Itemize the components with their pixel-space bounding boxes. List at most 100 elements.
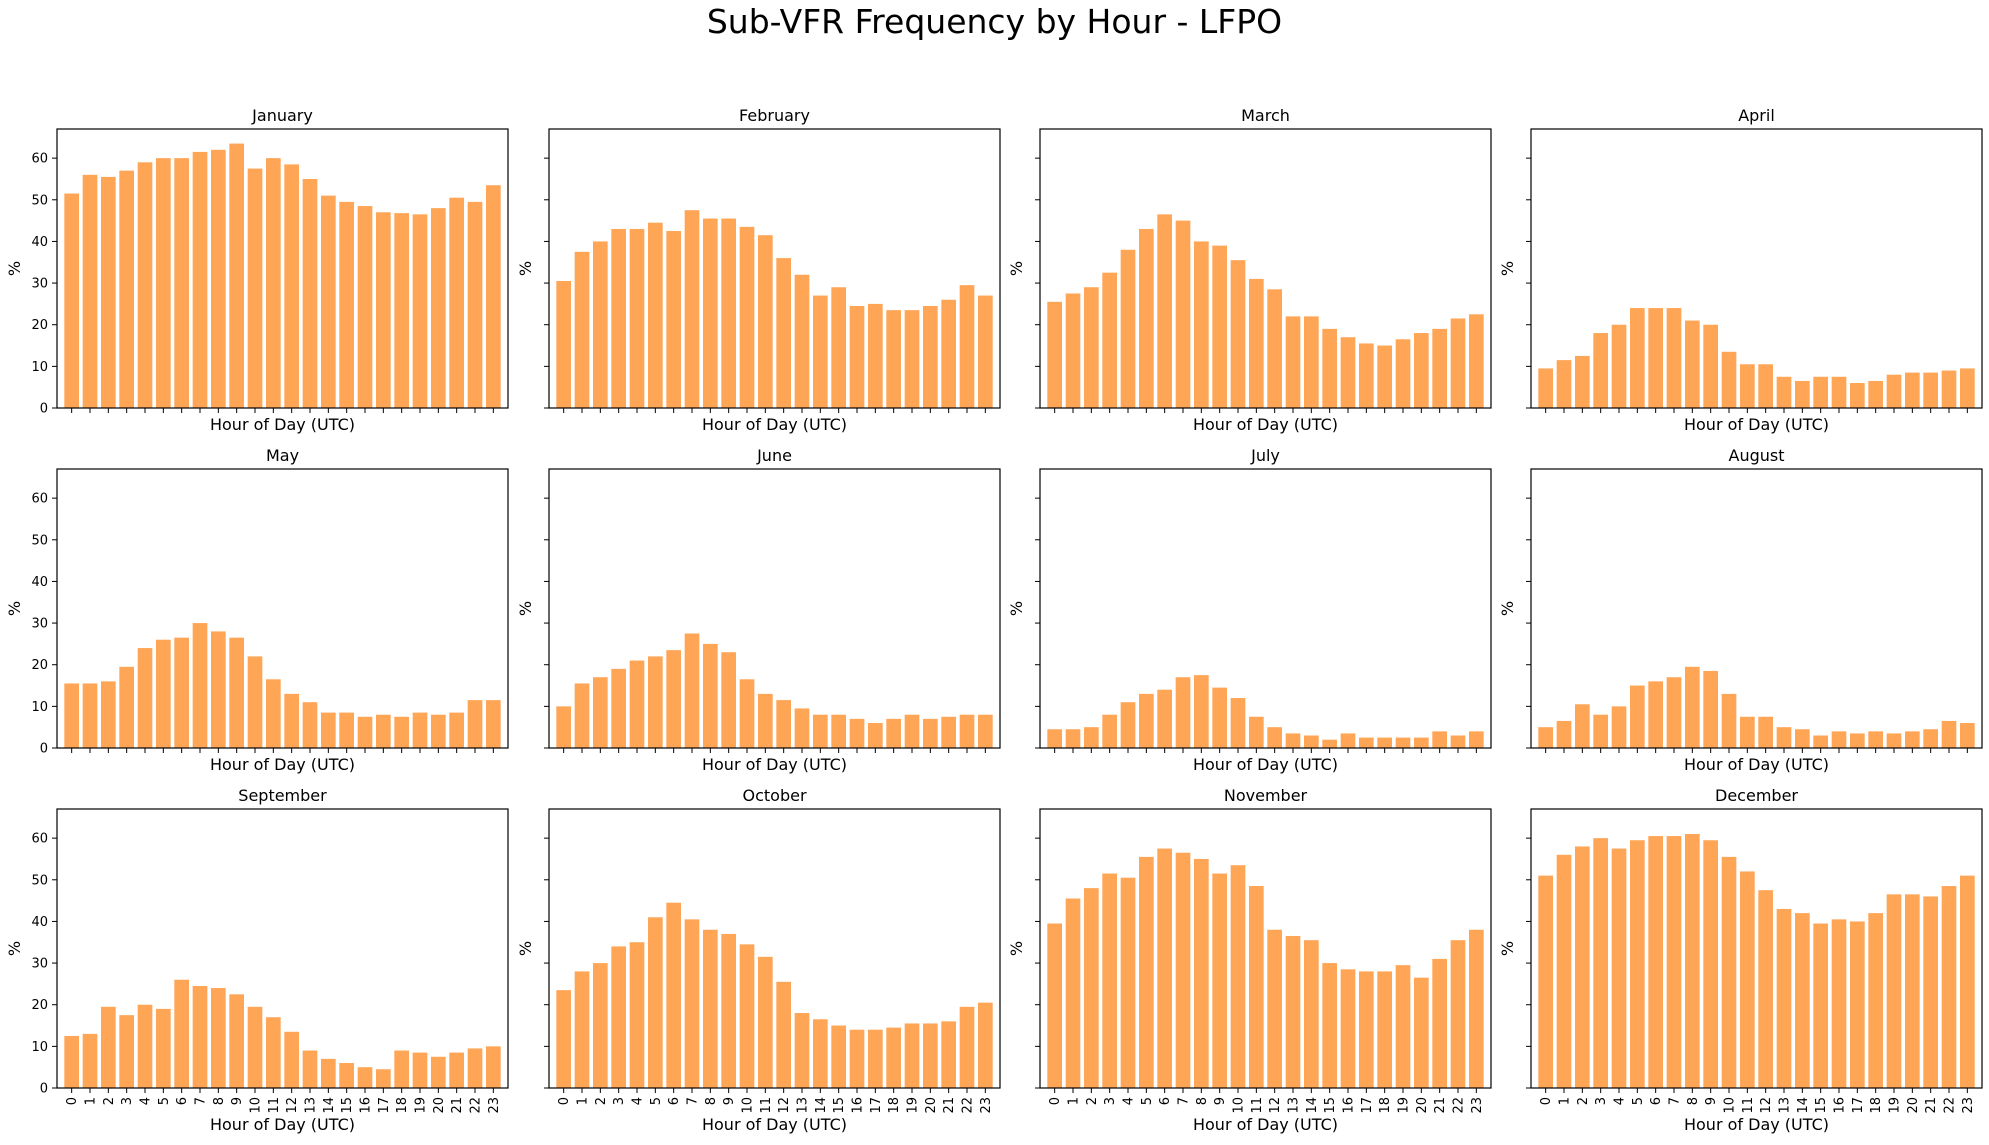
bar bbox=[923, 718, 938, 748]
x-tick-label: 14 bbox=[1305, 1097, 1320, 1114]
bar bbox=[1414, 977, 1429, 1088]
x-axis-label: Hour of Day (UTC) bbox=[210, 415, 355, 434]
bar bbox=[721, 218, 736, 408]
x-tick-label: 9 bbox=[722, 1097, 737, 1105]
x-tick-label: 22 bbox=[469, 1097, 484, 1114]
bar bbox=[1340, 733, 1356, 748]
bar bbox=[1721, 693, 1737, 748]
bar bbox=[1230, 260, 1246, 408]
y-tick-label: 10 bbox=[31, 360, 48, 375]
bar bbox=[813, 714, 828, 748]
bar bbox=[137, 1004, 153, 1088]
plot-frame bbox=[56, 128, 509, 409]
bar bbox=[1868, 731, 1883, 748]
bar bbox=[1941, 886, 1957, 1088]
bar bbox=[431, 714, 446, 748]
bar bbox=[1758, 890, 1773, 1088]
y-tick-label: 50 bbox=[31, 533, 48, 548]
bar bbox=[1065, 898, 1081, 1088]
bar bbox=[1322, 963, 1337, 1088]
bar bbox=[1721, 856, 1737, 1088]
bar bbox=[1157, 214, 1172, 408]
x-tick-label: 15 bbox=[1814, 1097, 1829, 1114]
bar bbox=[1611, 706, 1627, 748]
y-tick-label: 60 bbox=[31, 832, 48, 847]
panel-july: July Hour of Day (UTC)% bbox=[1007, 446, 1492, 774]
bar bbox=[611, 946, 626, 1088]
x-tick-label: 5 bbox=[1631, 1097, 1646, 1105]
bar bbox=[1377, 737, 1392, 748]
bar bbox=[1960, 368, 1975, 408]
x-tick-label: 13 bbox=[1778, 1097, 1793, 1114]
panel-title: March bbox=[1241, 106, 1290, 125]
bar bbox=[1194, 858, 1209, 1088]
bar bbox=[1611, 324, 1627, 408]
bar bbox=[1304, 940, 1319, 1088]
bar bbox=[64, 193, 79, 408]
x-tick-label: 19 bbox=[906, 1097, 921, 1114]
bar bbox=[1740, 364, 1755, 408]
figure-title: Sub-VFR Frequency by Hour - LFPO bbox=[706, 2, 1283, 41]
panel-title: November bbox=[1224, 786, 1308, 805]
bar bbox=[1249, 716, 1264, 748]
x-tick-label: 19 bbox=[414, 1097, 429, 1114]
x-tick-label: 5 bbox=[649, 1097, 664, 1105]
bar bbox=[1450, 940, 1466, 1088]
bar bbox=[101, 681, 116, 748]
y-tick-label: 30 bbox=[31, 277, 48, 292]
bar bbox=[904, 714, 920, 748]
bar bbox=[1450, 318, 1466, 408]
bar bbox=[959, 1006, 975, 1088]
x-tick-label: 17 bbox=[869, 1097, 884, 1114]
bar bbox=[394, 716, 409, 748]
plot-frame bbox=[548, 468, 1001, 749]
bar bbox=[1776, 376, 1792, 408]
bar bbox=[739, 944, 755, 1088]
bar bbox=[1758, 716, 1773, 748]
bar bbox=[684, 633, 700, 748]
bar bbox=[1285, 316, 1301, 408]
x-tick-label: 3 bbox=[612, 1097, 627, 1105]
plot-frame bbox=[56, 808, 509, 1089]
plot-frame bbox=[1530, 468, 1983, 749]
bar bbox=[302, 702, 318, 748]
x-tick-label: 13 bbox=[1287, 1097, 1302, 1114]
bar bbox=[849, 1029, 865, 1088]
bar bbox=[721, 652, 736, 748]
bar bbox=[1084, 287, 1099, 408]
x-tick-label: 0 bbox=[1048, 1097, 1063, 1105]
bar bbox=[868, 303, 883, 408]
x-tick-label: 10 bbox=[249, 1097, 264, 1114]
bar bbox=[174, 158, 189, 408]
y-tick-label: 50 bbox=[31, 873, 48, 888]
x-tick-label: 11 bbox=[759, 1097, 774, 1114]
x-tick-label: 22 bbox=[1452, 1097, 1467, 1114]
bar bbox=[357, 1067, 373, 1088]
bar bbox=[1395, 339, 1411, 408]
bar bbox=[666, 231, 681, 408]
x-tick-label: 22 bbox=[961, 1097, 976, 1114]
bar bbox=[1065, 293, 1081, 408]
bar bbox=[1359, 737, 1374, 748]
bar bbox=[1703, 840, 1718, 1088]
x-tick-label: 6 bbox=[175, 1097, 190, 1105]
bar bbox=[1758, 364, 1773, 408]
y-axis-label: % bbox=[1498, 261, 1517, 276]
bar bbox=[556, 706, 571, 748]
x-tick-label: 20 bbox=[1906, 1097, 1921, 1114]
x-axis-label: Hour of Day (UTC) bbox=[1193, 1115, 1338, 1134]
bar bbox=[101, 176, 116, 408]
bar bbox=[1469, 929, 1484, 1088]
bar bbox=[684, 919, 700, 1088]
x-tick-label: 16 bbox=[359, 1097, 374, 1114]
bar bbox=[648, 656, 663, 748]
panel-february: February Hour of Day (UTC)% bbox=[516, 106, 1001, 434]
bar bbox=[978, 714, 993, 748]
bar bbox=[431, 1056, 446, 1088]
bar bbox=[1556, 720, 1572, 748]
bar bbox=[1648, 681, 1663, 748]
bar bbox=[192, 985, 208, 1088]
panel-title: August bbox=[1729, 446, 1785, 465]
